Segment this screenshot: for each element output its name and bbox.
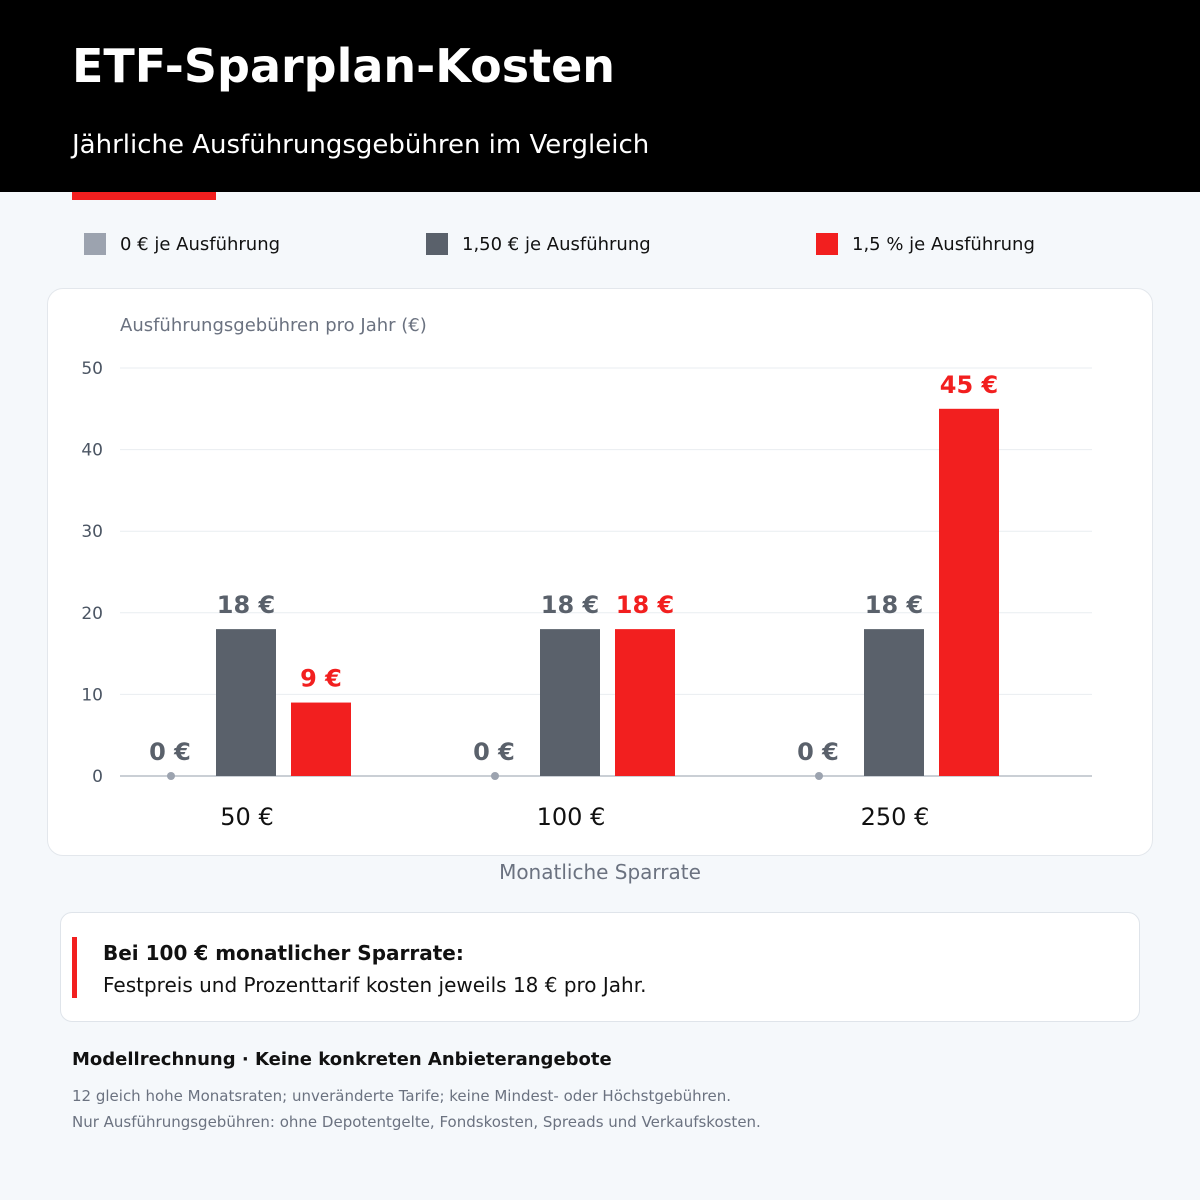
data-label: 45 € — [940, 371, 998, 399]
data-label: 0 € — [149, 738, 191, 766]
page-title: ETF-Sparplan-Kosten — [72, 39, 616, 93]
highlight-note: Bei 100 € monatlicher Sparrate: Festprei… — [60, 912, 1140, 1022]
footer-assumptions: 12 gleich hohe Monatsraten; unveränderte… — [72, 1087, 731, 1105]
data-label: 18 € — [865, 591, 923, 619]
y-axis-title: Ausführungsgebühren pro Jahr (€) — [120, 315, 427, 336]
y-tick-label: 0 — [92, 767, 103, 787]
legend-label: 0 € je Ausführung — [120, 233, 281, 255]
x-tick-label: 100 € — [537, 803, 606, 831]
zero-value-marker — [167, 772, 175, 780]
y-tick-label: 10 — [81, 685, 103, 705]
x-tick-label: 50 € — [220, 803, 273, 831]
bar — [615, 629, 675, 776]
footer-title: Modellrechnung · Keine konkreten Anbiete… — [72, 1049, 612, 1070]
legend-item-fixed-fee: 1,50 € je Ausführung — [426, 228, 651, 260]
bar — [864, 629, 924, 776]
data-label: 9 € — [300, 665, 342, 693]
legend-swatch — [426, 233, 448, 255]
data-label: 18 € — [616, 591, 674, 619]
bar — [291, 702, 351, 776]
note-accent-bar — [72, 937, 77, 998]
bar — [540, 629, 600, 776]
bar — [939, 408, 999, 776]
data-label: 18 € — [541, 591, 599, 619]
bar-chart: Ausführungsgebühren pro Jahr (€) 0 10 20 30 4… — [81, 315, 1092, 831]
y-tick-label: 20 — [81, 604, 103, 624]
legend-item-percent-fee: 1,5 % je Ausführung — [816, 228, 1035, 260]
note-text: Festpreis und Prozenttarif kosten jeweil… — [103, 973, 647, 997]
y-tick-label: 30 — [81, 522, 103, 542]
legend-swatch — [816, 233, 838, 255]
legend-label: 1,50 € je Ausführung — [462, 233, 651, 255]
bar — [216, 629, 276, 776]
x-tick-label: 250 € — [861, 803, 930, 831]
zero-value-marker — [815, 772, 823, 780]
data-label: 18 € — [217, 591, 275, 619]
footer-scope: Nur Ausführungsgebühren: ohne Depotentge… — [72, 1113, 761, 1131]
x-axis-title: Monatliche Sparrate — [499, 860, 701, 884]
legend-item-zero-fee: 0 € je Ausführung — [84, 228, 280, 260]
legend-swatch — [84, 233, 106, 255]
y-tick-label: 50 — [81, 359, 103, 379]
page-subtitle: Jährliche Ausführungsgebühren im Verglei… — [72, 130, 650, 160]
data-label: 0 € — [473, 738, 515, 766]
y-tick-label: 40 — [81, 441, 103, 461]
chart-legend: 0 € je Ausführung 1,50 € je Ausführung 1… — [0, 228, 1200, 260]
zero-value-marker — [491, 772, 499, 780]
accent-bar — [72, 192, 216, 200]
legend-label: 1,5 % je Ausführung — [852, 233, 1035, 255]
data-label: 0 € — [797, 738, 839, 766]
header: ETF-Sparplan-Kosten Jährliche Ausführung… — [0, 0, 1200, 192]
note-heading: Bei 100 € monatlicher Sparrate: — [103, 941, 464, 965]
